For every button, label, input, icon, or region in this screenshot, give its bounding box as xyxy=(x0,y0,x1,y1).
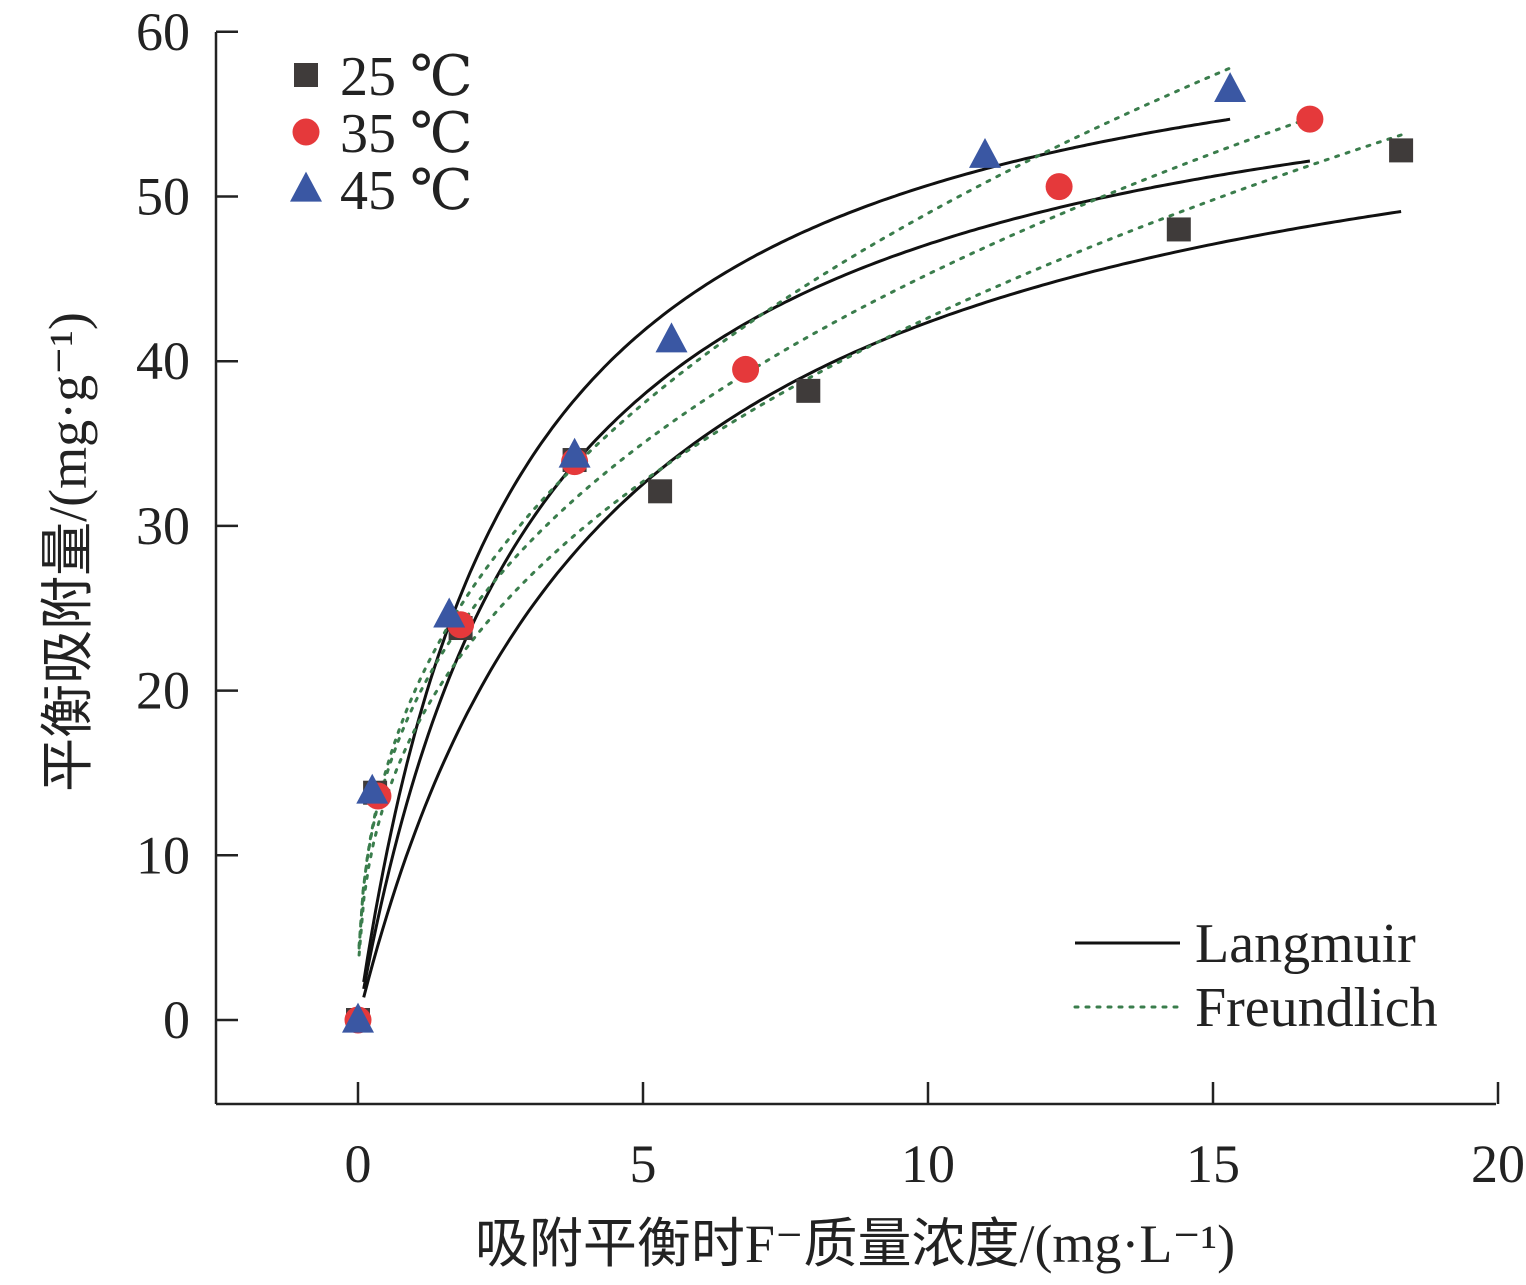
x-axis-title: 吸附平衡时F⁻质量浓度/(mg·L⁻¹) xyxy=(475,1214,1235,1274)
x-tick-label: 5 xyxy=(630,1134,657,1194)
legend-line-label: Freundlich xyxy=(1195,977,1438,1039)
y-tick-label: 20 xyxy=(136,661,190,721)
data-point-square xyxy=(796,378,821,403)
data-point-circle xyxy=(1296,105,1324,133)
legend-marker-square xyxy=(294,63,318,87)
ticks: 0 5 10 15 20 0 10 20 30 40 50 60 xyxy=(136,2,1525,1194)
x-tick-label: 15 xyxy=(1186,1134,1240,1194)
data-point-triangle xyxy=(558,437,591,468)
legend-line-label: Langmuir xyxy=(1195,913,1416,975)
langmuir-fit-curve xyxy=(362,117,1231,983)
freundlich-fit-curve xyxy=(357,116,1312,948)
x-tick-label: 20 xyxy=(1471,1134,1525,1194)
legend-label: 25 ℃ xyxy=(340,46,473,108)
legend-marker-triangle xyxy=(290,171,322,202)
y-axis-title: 平衡吸附量/(mg·g⁻¹) xyxy=(38,312,98,792)
legend-markers: 25 ℃35 ℃45 ℃ xyxy=(290,46,473,222)
data-point-square xyxy=(1389,138,1414,163)
y-tick-label: 30 xyxy=(136,496,190,556)
y-tick-label: 50 xyxy=(136,167,190,227)
data-point-triangle xyxy=(342,1002,374,1033)
y-tick-label: 0 xyxy=(163,990,190,1050)
legend-label: 35 ℃ xyxy=(340,103,473,165)
axes xyxy=(214,32,1496,1106)
legend-marker-circle xyxy=(292,118,320,146)
data-point-triangle xyxy=(655,322,688,353)
data-point-triangle xyxy=(356,773,389,804)
data-points xyxy=(342,72,1414,1034)
freundlich-fit-curve xyxy=(357,66,1232,950)
data-point-triangle xyxy=(1214,72,1247,103)
langmuir-fit-curve xyxy=(362,159,1311,990)
data-point-square xyxy=(648,479,673,504)
freundlich-fit-curve xyxy=(357,133,1403,957)
data-point-circle xyxy=(732,355,760,383)
y-tick-label: 10 xyxy=(136,825,190,885)
data-point-square xyxy=(1166,217,1191,242)
langmuir-fit-curve xyxy=(362,210,1402,998)
y-tick-label: 60 xyxy=(136,2,190,62)
x-tick-label: 0 xyxy=(345,1134,372,1194)
y-tick-label: 40 xyxy=(136,331,190,391)
fit-curves xyxy=(357,66,1403,998)
data-point-triangle xyxy=(969,137,1001,168)
data-point-triangle xyxy=(433,597,466,628)
data-point-circle xyxy=(1045,173,1073,201)
x-tick-label: 10 xyxy=(901,1134,955,1194)
legend-label: 45 ℃ xyxy=(340,160,473,222)
